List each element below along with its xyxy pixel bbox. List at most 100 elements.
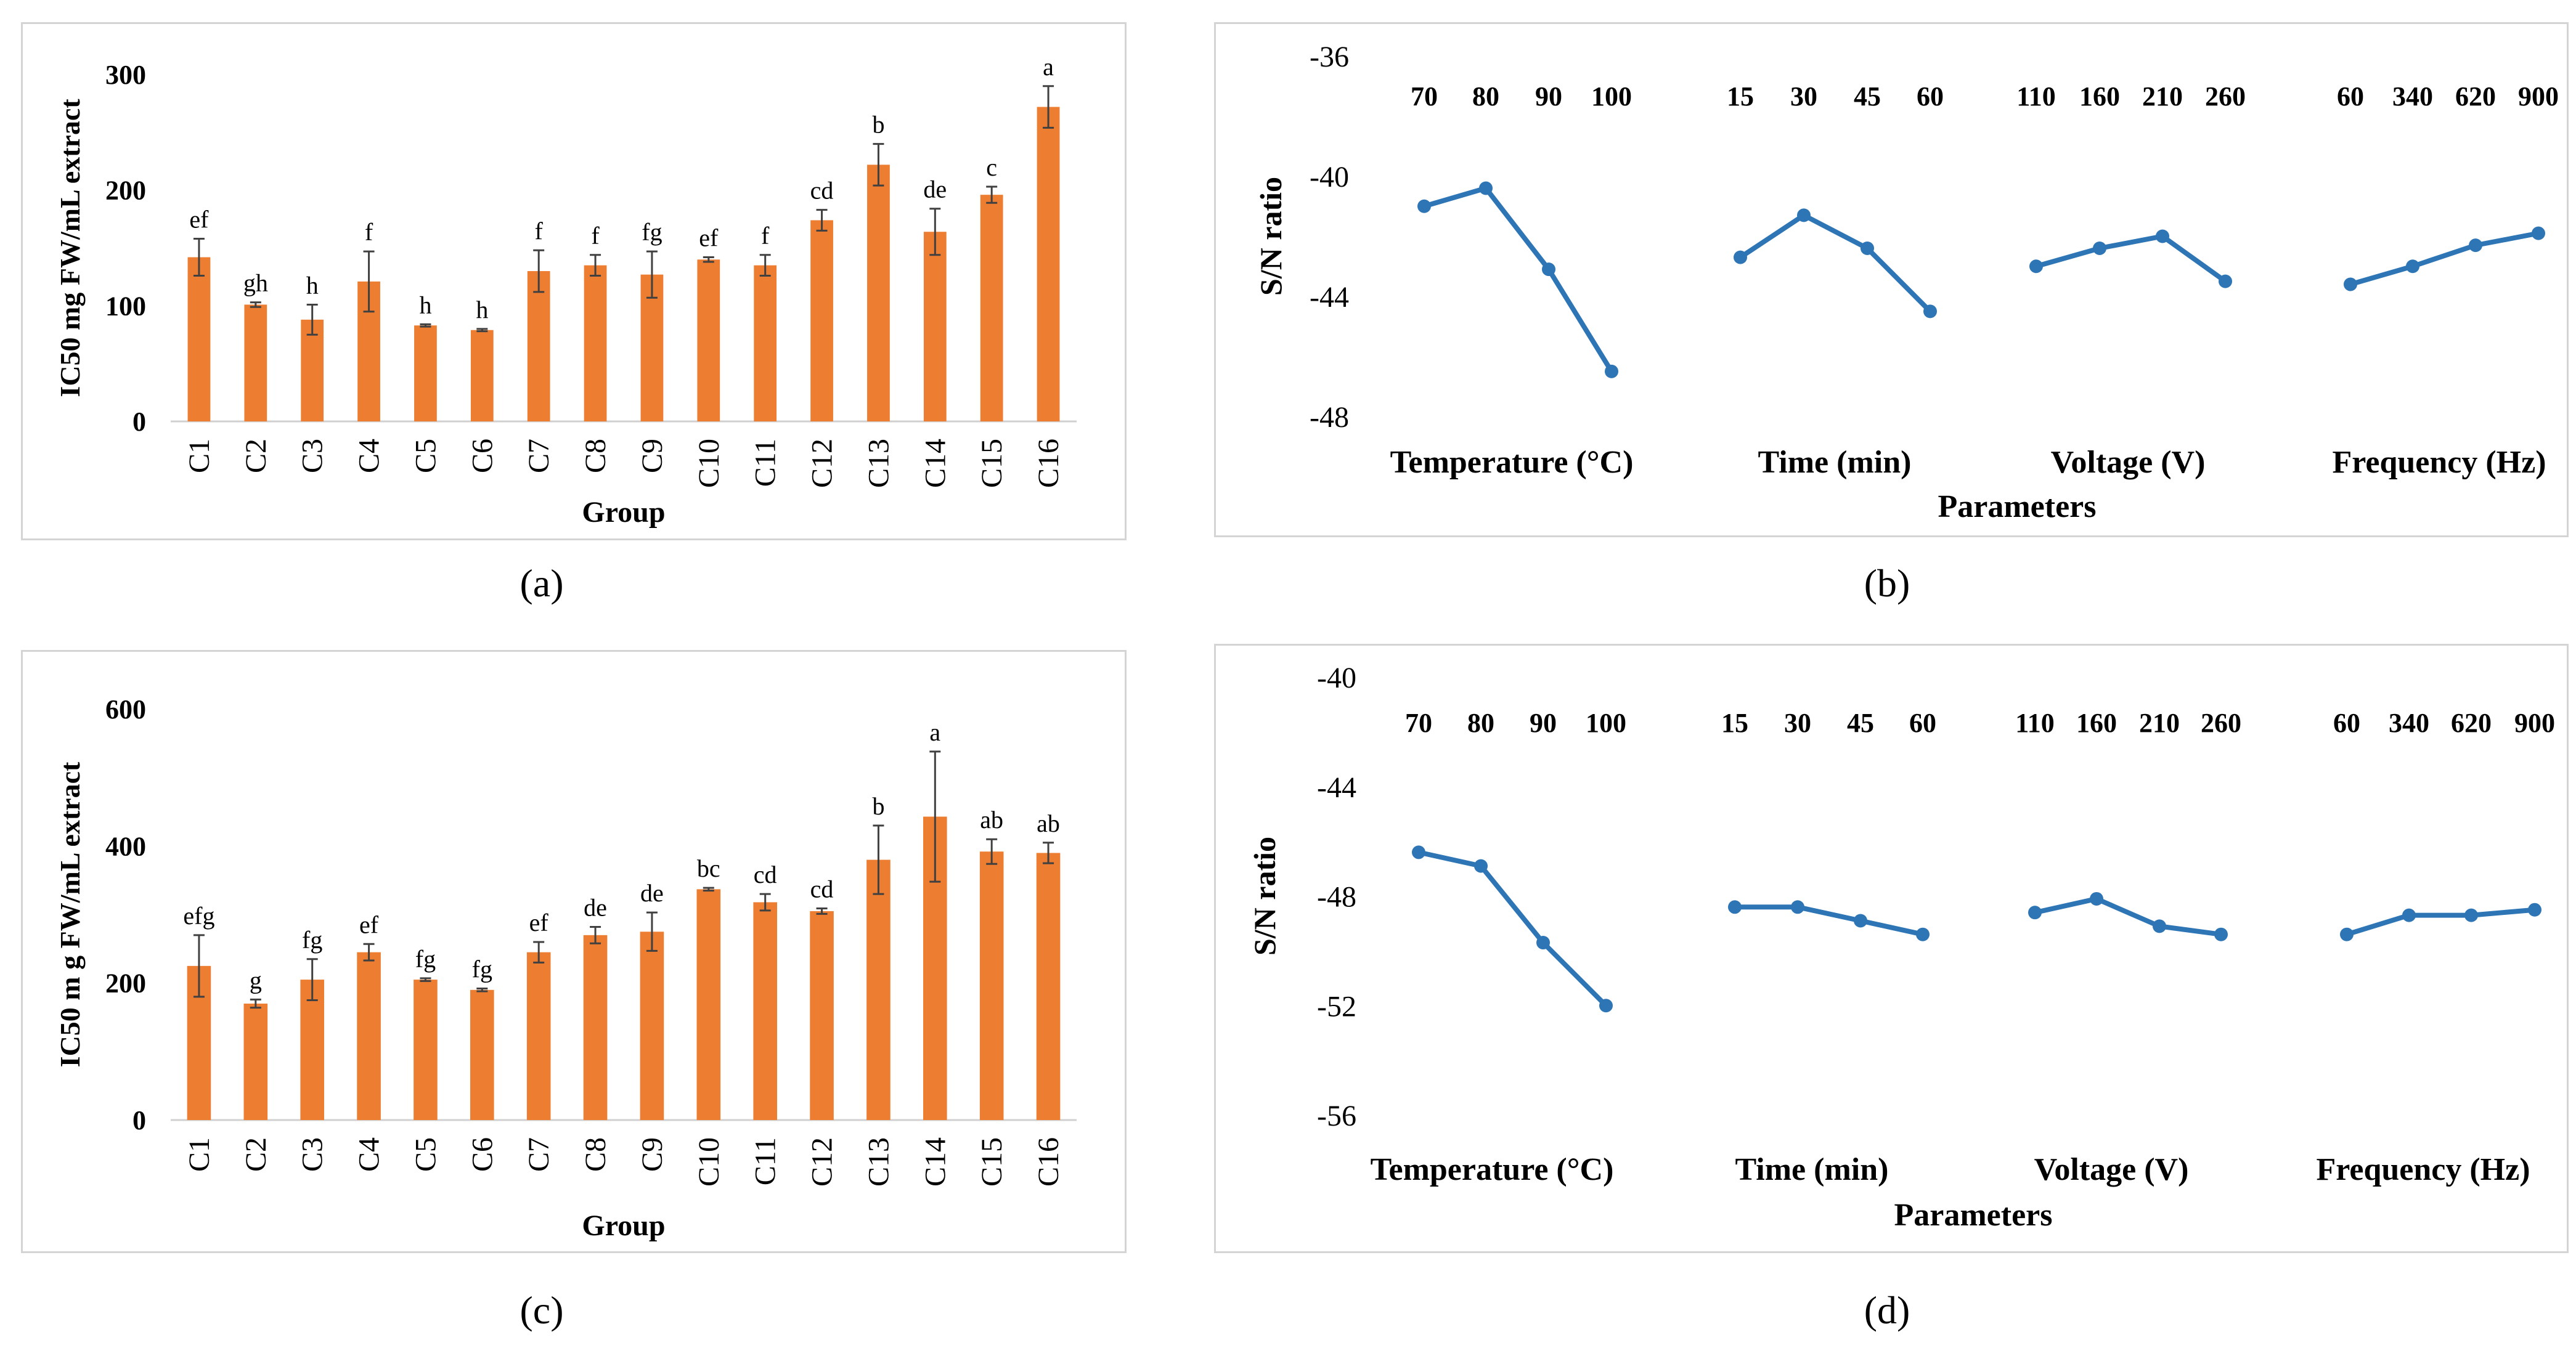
bar-c13 [866,859,891,1120]
data-point [1923,304,1937,319]
x-tick-label: C10 [693,439,725,488]
x-tick-label: C15 [976,439,1008,488]
level-label: 15 [1727,81,1754,112]
bar-c10 [697,259,720,421]
caption-a: (a) [520,561,564,605]
y-tick-label: 300 [105,60,146,90]
bar-c14 [923,232,947,421]
significance-letter: fg [642,218,662,246]
bar-c12 [810,911,834,1120]
bar-c4 [357,952,381,1120]
data-point [1605,364,1618,378]
bar-c11 [754,265,777,421]
line-chart-d: -40 -44 -48 -52 -56 70 80 90 100 Temperature (°C)… [1247,662,2555,1233]
x-tick-label: C12 [806,439,839,488]
data-point [2464,908,2478,922]
x-tick-label: C14 [919,1137,952,1187]
bar-c7 [527,271,550,421]
bar-c8 [584,265,607,421]
data-point [1861,242,1874,255]
x-axis-title: Group [582,1209,665,1242]
bar-c12 [810,220,833,421]
y-tick-label: 600 [105,694,146,725]
data-point [1854,914,1867,928]
data-point [1412,845,1425,859]
y-axis-title: IC50 mg FW/mL extract [54,99,86,397]
data-point [1417,199,1431,213]
data-point [1542,262,1555,277]
significance-letter: f [365,218,373,246]
data-point [1728,900,1742,914]
x-tick-label: C6 [466,439,499,473]
y-tick-label: -44 [1310,281,1349,314]
significance-letter: a [1043,53,1054,81]
significance-letter: h [306,271,319,299]
level-label: 620 [2451,708,2492,738]
significance-letter: ef [359,911,379,938]
data-point [2344,277,2357,291]
data-point [2528,903,2541,917]
level-label: 340 [2392,81,2433,112]
significance-letter: fg [302,926,322,954]
group-label: Frequency (Hz) [2316,1152,2530,1187]
y-tick-label: 200 [105,176,146,206]
x-tick-label: C14 [919,439,952,488]
significance-letter: a [929,718,940,746]
level-label: 110 [2015,708,2055,738]
y-tick-label: -40 [1310,161,1349,193]
level-label: 70 [1405,708,1432,738]
y-tick-label: 0 [132,1105,146,1135]
x-tick-label: C9 [636,1137,669,1172]
y-tick-label: -36 [1310,41,1349,73]
level-label: 70 [1411,81,1438,112]
bar-chart-a: 0 100 200 300 ef C1 gh C2 h C3 f C4 h C5 h C6 f C7 f C8 fg C9… [54,53,1077,529]
level-label: 45 [1854,81,1881,112]
data-point [2469,238,2482,253]
group-label: Voltage (V) [2051,445,2206,480]
y-tick-label: -48 [1317,881,1356,914]
series-line-2 [2035,233,2227,283]
level-label: 30 [1790,81,1817,112]
significance-letter: de [640,879,664,907]
data-point [2153,919,2166,933]
x-tick-label: C8 [579,439,612,473]
group-label: Temperature (°C) [1371,1152,1614,1187]
y-tick-label: -40 [1317,662,1356,694]
data-point [2090,891,2103,906]
series-line-3 [2346,907,2535,937]
level-label: 90 [1535,81,1562,112]
series-line-0 [1418,850,1608,1008]
level-label: 210 [2139,708,2180,738]
y-tick-label: 0 [132,407,146,437]
series-line-0 [1423,185,1614,373]
x-tick-label: C11 [749,1137,782,1185]
caption-c: (c) [520,1288,564,1332]
significance-letter: fg [472,956,492,983]
bar-c8 [583,935,608,1120]
data-point [2093,242,2106,255]
level-label: 15 [1721,708,1748,738]
x-tick-label: C7 [523,439,555,473]
y-tick-label: -48 [1310,401,1349,434]
data-point [1536,936,1550,950]
x-tick-label: C8 [579,1137,612,1172]
x-tick-label: C4 [353,1137,386,1172]
y-axis-title: S/N ratio [1247,837,1282,956]
x-axis-title: Group [582,496,665,529]
level-label: 60 [2337,81,2364,112]
significance-letter: de [923,176,947,203]
level-label: 210 [2142,81,2183,112]
significance-letter: h [419,291,431,319]
chart-panel-c: 0 200 400 600 efg C1 g C2 fg C3 ef C4 fg C5 fg C6 ef C7 de… [21,650,1127,1253]
group-label: Voltage (V) [2034,1152,2189,1187]
x-tick-label: C2 [240,439,272,473]
series-line-1 [1738,213,1932,314]
data-point [1791,900,1804,914]
level-label: 340 [2389,708,2429,738]
significance-letter: cd [754,861,777,888]
significance-letter: f [591,222,600,250]
significance-letter: f [535,217,544,245]
significance-letter: cd [810,875,834,903]
bar-c5 [414,980,438,1120]
level-label: 30 [1784,708,1811,738]
